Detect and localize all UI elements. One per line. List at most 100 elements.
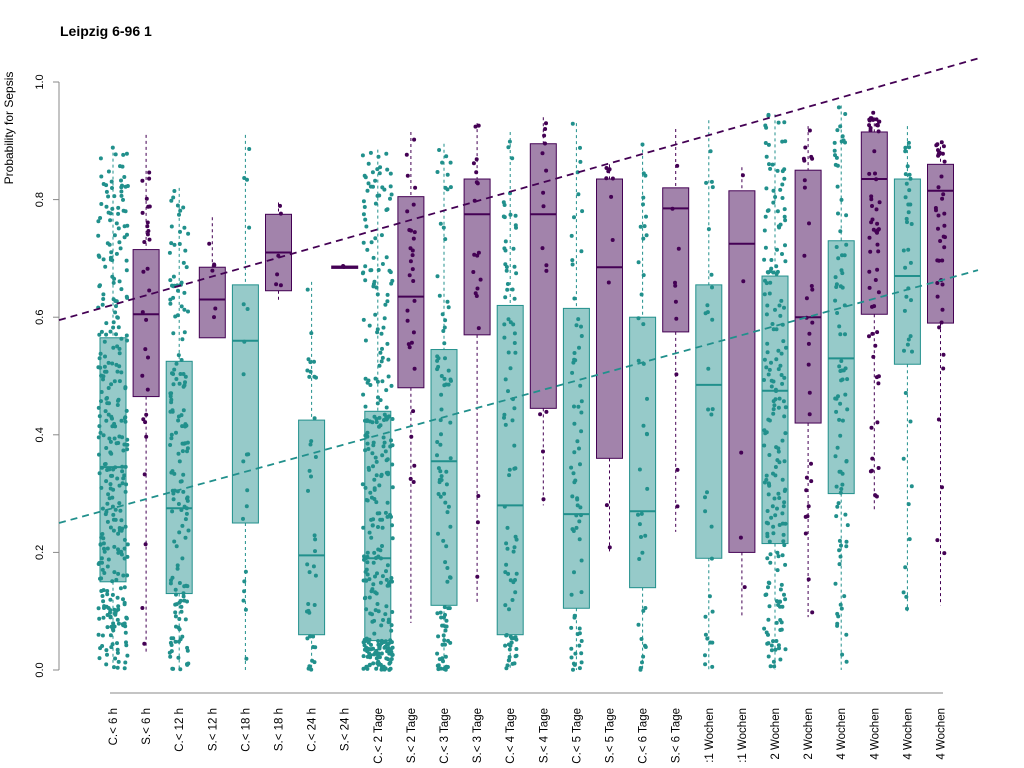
data-point xyxy=(366,447,371,451)
data-point xyxy=(376,651,381,656)
data-point xyxy=(106,386,111,390)
data-point xyxy=(115,369,120,374)
data-point xyxy=(767,367,772,372)
data-point xyxy=(363,264,368,269)
data-point xyxy=(372,631,377,636)
data-point xyxy=(572,357,577,362)
data-point xyxy=(367,595,372,600)
data-point xyxy=(387,414,391,419)
data-point xyxy=(843,112,848,116)
data-point xyxy=(117,528,122,533)
data-point xyxy=(809,479,814,484)
data-point xyxy=(833,275,838,280)
data-point xyxy=(901,590,906,595)
data-point xyxy=(506,145,511,150)
data-point xyxy=(101,182,106,186)
data-point xyxy=(386,470,390,475)
data-point xyxy=(100,560,104,565)
data-point xyxy=(836,501,841,506)
data-point xyxy=(710,285,714,290)
data-point xyxy=(783,218,788,223)
data-point xyxy=(104,396,109,401)
data-point xyxy=(110,258,115,263)
data-point xyxy=(502,504,507,509)
data-point xyxy=(838,284,843,289)
data-point xyxy=(538,412,543,417)
data-point xyxy=(510,598,515,602)
data-point xyxy=(766,654,771,659)
data-point xyxy=(845,377,850,382)
data-point xyxy=(439,407,444,412)
data-point xyxy=(405,308,410,313)
data-point xyxy=(572,421,577,426)
data-point xyxy=(804,488,809,493)
data-point xyxy=(364,578,369,583)
data-point xyxy=(577,519,582,524)
data-point xyxy=(102,549,107,554)
data-point xyxy=(365,550,370,555)
data-point xyxy=(96,233,101,238)
data-point xyxy=(909,222,914,226)
data-point xyxy=(181,372,186,376)
data-point xyxy=(780,169,785,174)
data-point xyxy=(773,195,778,199)
data-point xyxy=(379,623,384,628)
data-point xyxy=(636,622,641,627)
data-point xyxy=(771,659,776,664)
data-point xyxy=(185,446,190,451)
data-point xyxy=(177,617,182,621)
data-point xyxy=(507,473,512,478)
data-point xyxy=(372,550,377,555)
data-point xyxy=(834,396,839,401)
data-point xyxy=(175,563,180,568)
data-point xyxy=(389,576,394,580)
data-point xyxy=(502,322,507,327)
data-point xyxy=(183,424,188,429)
data-point xyxy=(448,575,453,580)
data-point xyxy=(636,316,641,321)
data-point xyxy=(371,560,376,565)
data-point xyxy=(902,308,907,313)
data-point xyxy=(168,640,173,645)
data-point xyxy=(147,237,152,242)
data-point xyxy=(474,180,479,185)
data-point xyxy=(381,640,386,645)
data-point xyxy=(169,391,174,396)
data-point xyxy=(364,224,369,229)
data-point xyxy=(308,442,313,447)
data-point xyxy=(390,536,395,541)
data-point xyxy=(118,164,122,169)
data-point xyxy=(443,500,448,505)
data-point xyxy=(764,312,769,317)
data-point xyxy=(766,617,771,622)
data-point xyxy=(144,196,149,201)
data-point xyxy=(115,617,120,622)
chart-title: Leipzig 6-96 1 xyxy=(60,23,152,39)
data-point xyxy=(177,459,182,464)
data-point xyxy=(373,201,378,206)
data-point xyxy=(936,417,941,422)
data-point xyxy=(363,217,368,222)
data-point xyxy=(806,504,811,509)
data-point xyxy=(411,202,416,207)
data-point xyxy=(807,331,812,336)
data-point xyxy=(108,614,113,619)
data-point xyxy=(98,430,103,435)
data-point xyxy=(100,302,105,307)
data-point xyxy=(776,449,781,454)
data-point xyxy=(670,206,675,211)
data-point xyxy=(641,273,646,278)
data-point xyxy=(777,460,782,465)
data-point xyxy=(311,645,316,649)
data-point xyxy=(376,659,381,664)
data-point xyxy=(438,469,443,474)
data-point xyxy=(780,553,785,558)
data-point xyxy=(145,232,150,237)
data-point xyxy=(183,374,188,379)
data-point xyxy=(908,176,913,181)
x-tick-label: 4 Wochen xyxy=(836,708,848,760)
data-point xyxy=(776,491,781,496)
data-point xyxy=(837,538,842,543)
data-point xyxy=(840,652,845,657)
data-point xyxy=(844,213,849,218)
